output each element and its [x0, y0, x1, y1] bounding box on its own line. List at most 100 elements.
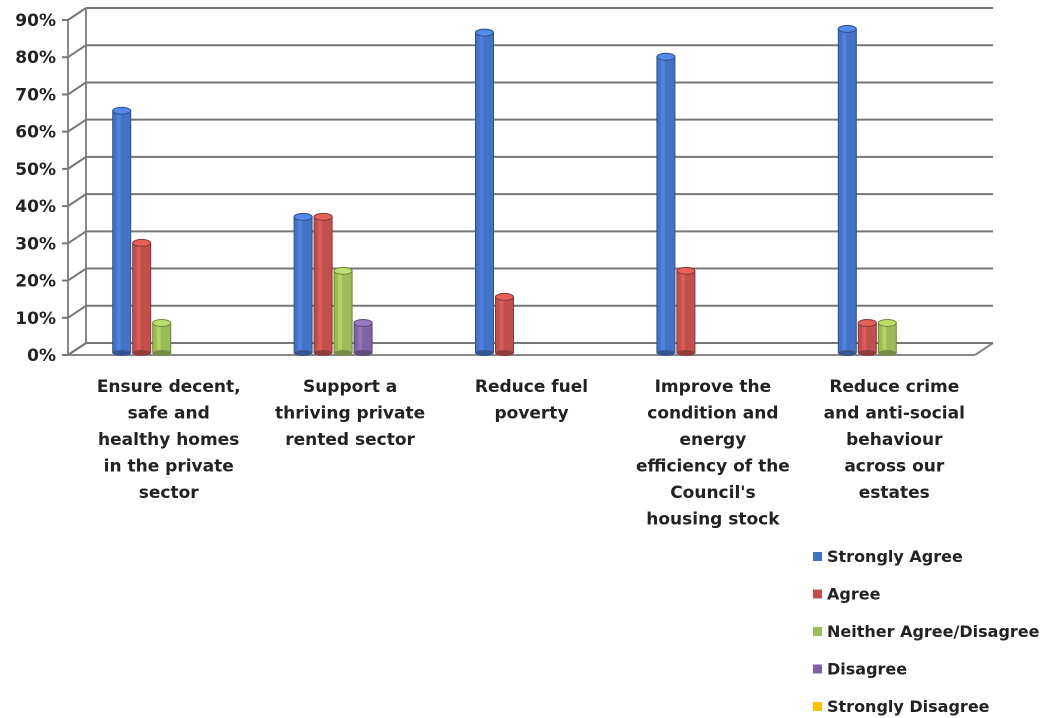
bar-top — [656, 52, 676, 61]
gridline-depth — [67, 304, 87, 319]
x-category-label: Ensure decent, safe and healthy homes in th… — [97, 377, 241, 503]
legend-swatch — [813, 589, 822, 599]
bar-body — [353, 322, 373, 354]
bar-base — [656, 350, 675, 356]
gridline-depth — [67, 156, 87, 170]
bar-base — [314, 350, 333, 356]
legend-label: Strongly Agree — [827, 547, 963, 566]
bar-highlight — [862, 322, 867, 353]
bar-base — [132, 350, 151, 356]
y-axis-ticks: 0% 10% 20% 30% 40% 50% 60% 70% 80% 90% — [15, 11, 56, 366]
y-tick-label: 50% — [15, 160, 56, 180]
bar-body — [857, 322, 877, 354]
gridline-depth — [67, 267, 87, 282]
bar-base — [112, 350, 131, 356]
bar-highlight — [136, 242, 141, 353]
bar — [293, 212, 313, 356]
bar-body — [495, 296, 514, 354]
bar-body — [152, 322, 172, 354]
bar-highlight — [882, 322, 887, 353]
bar — [313, 212, 333, 356]
bar-top — [877, 318, 897, 327]
bar — [152, 318, 172, 356]
bar — [495, 292, 514, 356]
gridline-depth — [67, 193, 87, 207]
bar-top — [112, 106, 132, 115]
y-tick-label: 0% — [27, 346, 56, 366]
bar-highlight — [680, 270, 685, 353]
bar-base — [838, 350, 857, 356]
gridline-depth — [67, 7, 87, 21]
gridline-depth — [67, 342, 87, 356]
bars — [112, 24, 897, 356]
y-tick-label: 90% — [15, 11, 56, 31]
bar — [676, 266, 696, 356]
bar-highlight — [499, 296, 504, 353]
bar-base — [294, 350, 313, 356]
legend-label: Strongly Disagree — [827, 697, 990, 716]
bar — [837, 24, 857, 356]
bar-base — [152, 350, 171, 356]
legend-swatch — [813, 664, 822, 674]
bar-base — [354, 350, 373, 356]
gridline-depth — [67, 81, 87, 96]
bar — [475, 28, 494, 356]
bar-base — [858, 350, 877, 356]
bar-top — [475, 28, 494, 37]
bar-highlight — [660, 56, 665, 354]
bar — [353, 318, 373, 356]
y-tick-label: 60% — [15, 123, 56, 143]
x-category-label: Improve the condition and energy efficiency… — [636, 377, 790, 530]
bar-body — [676, 270, 696, 354]
x-category-label: Reduce crime and anti-social behaviour acro… — [824, 377, 965, 503]
y-tick-label: 30% — [15, 234, 56, 254]
bar-top — [676, 266, 696, 275]
bar-body — [877, 322, 897, 354]
bar — [656, 52, 676, 356]
bar-top — [495, 292, 514, 301]
y-tick-label: 40% — [15, 197, 56, 217]
bar-top — [132, 238, 152, 247]
y-tick-label: 80% — [15, 48, 56, 68]
bar-top — [333, 266, 353, 275]
bar-base — [475, 350, 494, 356]
y-tick-label: 20% — [15, 272, 56, 292]
bar-body — [475, 32, 494, 354]
bar-base — [334, 350, 353, 356]
bar-highlight — [298, 216, 303, 353]
legend-swatch — [813, 552, 822, 561]
x-axis-labels: Ensure decent, safe and healthy homes in th… — [97, 377, 965, 530]
bar-base — [495, 350, 514, 356]
bar-base — [676, 350, 695, 356]
bar-top — [313, 212, 333, 221]
legend: Strongly Agree Agree Neither Agree/Disagre… — [813, 547, 1040, 716]
legend-swatch — [813, 702, 822, 711]
gridline-depth — [67, 44, 87, 59]
bar — [132, 238, 152, 356]
bar-body — [837, 28, 857, 354]
bar-top — [152, 318, 172, 327]
bar-highlight — [116, 110, 121, 354]
bar-highlight — [479, 32, 484, 353]
bar — [333, 266, 353, 356]
y-tick-label: 70% — [15, 85, 56, 105]
bar-body — [313, 216, 333, 354]
y-tick-label: 10% — [15, 309, 56, 329]
legend-label: Neither Agree/Disagree — [827, 622, 1040, 641]
gridline-depth — [67, 230, 87, 245]
bar — [112, 106, 132, 356]
x-category-label: Support a thriving private rented sector — [275, 377, 425, 450]
bar — [857, 318, 877, 356]
bar-top — [353, 318, 373, 327]
x-category-label: Reduce fuel poverty — [475, 377, 588, 424]
legend-label: Disagree — [827, 660, 907, 679]
gridline-depth — [67, 118, 87, 133]
floor-right-edge — [974, 342, 994, 356]
bar-body — [132, 242, 152, 354]
bar-top — [837, 24, 857, 33]
bar-body — [656, 56, 676, 354]
chart-walls — [67, 8, 994, 356]
bar — [877, 318, 897, 356]
legend-label: Agree — [827, 585, 881, 604]
